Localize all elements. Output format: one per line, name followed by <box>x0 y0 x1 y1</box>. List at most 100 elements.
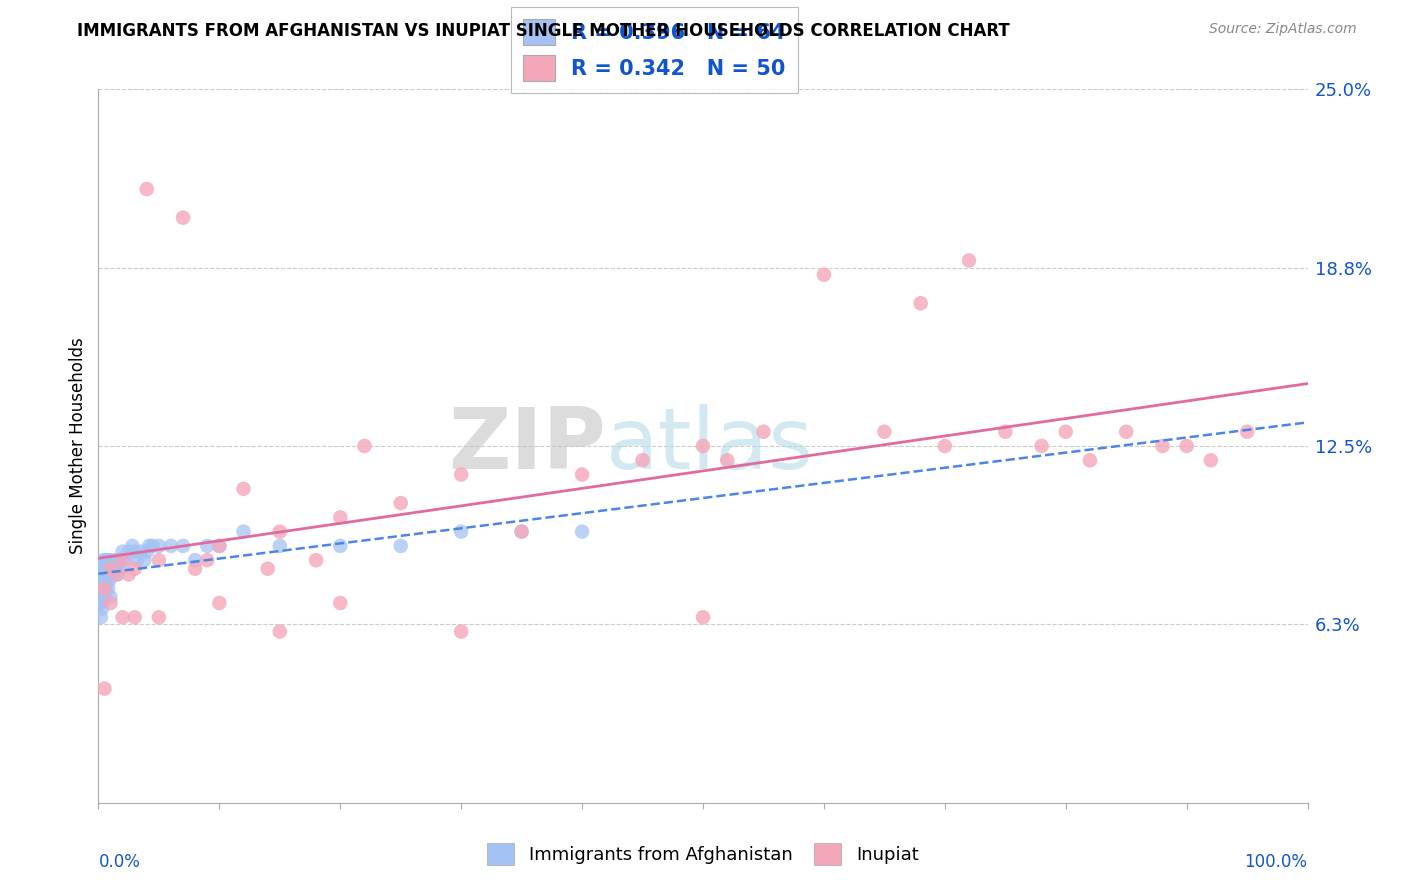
Point <box>107 567 129 582</box>
Point <box>172 539 194 553</box>
Point <box>89 596 111 610</box>
Point <box>269 539 291 553</box>
Point <box>389 496 412 510</box>
Point <box>873 425 896 439</box>
Point <box>1054 425 1077 439</box>
Point <box>90 591 112 605</box>
Point <box>813 268 835 282</box>
Point <box>124 610 146 624</box>
Point <box>329 510 352 524</box>
Point <box>111 544 134 558</box>
Point <box>232 524 254 539</box>
Point <box>104 553 127 567</box>
Point <box>934 439 956 453</box>
Point <box>108 562 131 576</box>
Point <box>1236 425 1258 439</box>
Point <box>305 553 328 567</box>
Point <box>97 582 120 596</box>
Point <box>269 524 291 539</box>
Point <box>329 539 352 553</box>
Point <box>195 539 218 553</box>
Point <box>148 539 170 553</box>
Point <box>93 573 115 587</box>
Point <box>97 553 120 567</box>
Point <box>121 539 143 553</box>
Point <box>91 591 114 605</box>
Point <box>571 524 593 539</box>
Point <box>91 567 114 582</box>
Text: ZIP: ZIP <box>449 404 606 488</box>
Point <box>89 567 111 582</box>
Point <box>98 573 121 587</box>
Point <box>105 562 128 576</box>
Text: 0.0%: 0.0% <box>98 853 141 871</box>
Point <box>93 582 115 596</box>
Point <box>1078 453 1101 467</box>
Point <box>124 562 146 576</box>
Point <box>208 539 231 553</box>
Point <box>91 567 114 582</box>
Point <box>93 591 115 605</box>
Point <box>118 567 141 582</box>
Text: 100.0%: 100.0% <box>1244 853 1308 871</box>
Point <box>138 539 160 553</box>
Point <box>256 562 278 576</box>
Point <box>208 539 231 553</box>
Point <box>910 296 932 310</box>
Point <box>994 425 1017 439</box>
Text: Source: ZipAtlas.com: Source: ZipAtlas.com <box>1209 22 1357 37</box>
Point <box>94 567 117 582</box>
Point <box>111 553 134 567</box>
Point <box>94 582 117 596</box>
Point <box>114 553 136 567</box>
Point <box>100 553 122 567</box>
Point <box>450 467 472 482</box>
Point <box>103 562 125 576</box>
Point <box>108 553 131 567</box>
Point <box>118 544 141 558</box>
Point <box>148 553 170 567</box>
Point <box>1175 439 1198 453</box>
Point <box>100 596 122 610</box>
Point <box>105 567 128 582</box>
Point <box>1031 439 1053 453</box>
Point <box>90 610 112 624</box>
Point <box>172 211 194 225</box>
Point <box>716 453 738 467</box>
Point <box>89 582 111 596</box>
Text: atlas: atlas <box>606 404 814 488</box>
Legend: Immigrants from Afghanistan, Inupiat: Immigrants from Afghanistan, Inupiat <box>481 836 925 872</box>
Point <box>100 591 122 605</box>
Point <box>90 596 112 610</box>
Point <box>510 524 533 539</box>
Point <box>91 601 114 615</box>
Point <box>269 624 291 639</box>
Point <box>96 573 118 587</box>
Point <box>94 553 117 567</box>
Point <box>91 582 114 596</box>
Point <box>160 539 183 553</box>
Point <box>232 482 254 496</box>
Point <box>91 582 114 596</box>
Point <box>450 524 472 539</box>
Point <box>90 562 112 576</box>
Point <box>101 567 124 582</box>
Point <box>98 562 121 576</box>
Point <box>100 562 122 576</box>
Point <box>142 539 165 553</box>
Text: IMMIGRANTS FROM AFGHANISTAN VS INUPIAT SINGLE MOTHER HOUSEHOLDS CORRELATION CHAR: IMMIGRANTS FROM AFGHANISTAN VS INUPIAT S… <box>77 22 1010 40</box>
Point <box>1115 425 1137 439</box>
Point <box>124 544 146 558</box>
Point <box>93 681 115 696</box>
Point <box>93 562 115 576</box>
Point <box>148 610 170 624</box>
Point <box>111 610 134 624</box>
Point <box>127 553 149 567</box>
Point <box>110 553 132 567</box>
Point <box>129 544 152 558</box>
Point <box>571 467 593 482</box>
Point <box>91 553 114 567</box>
Y-axis label: Single Mother Households: Single Mother Households <box>69 338 87 554</box>
Point <box>135 544 157 558</box>
Point <box>631 453 654 467</box>
